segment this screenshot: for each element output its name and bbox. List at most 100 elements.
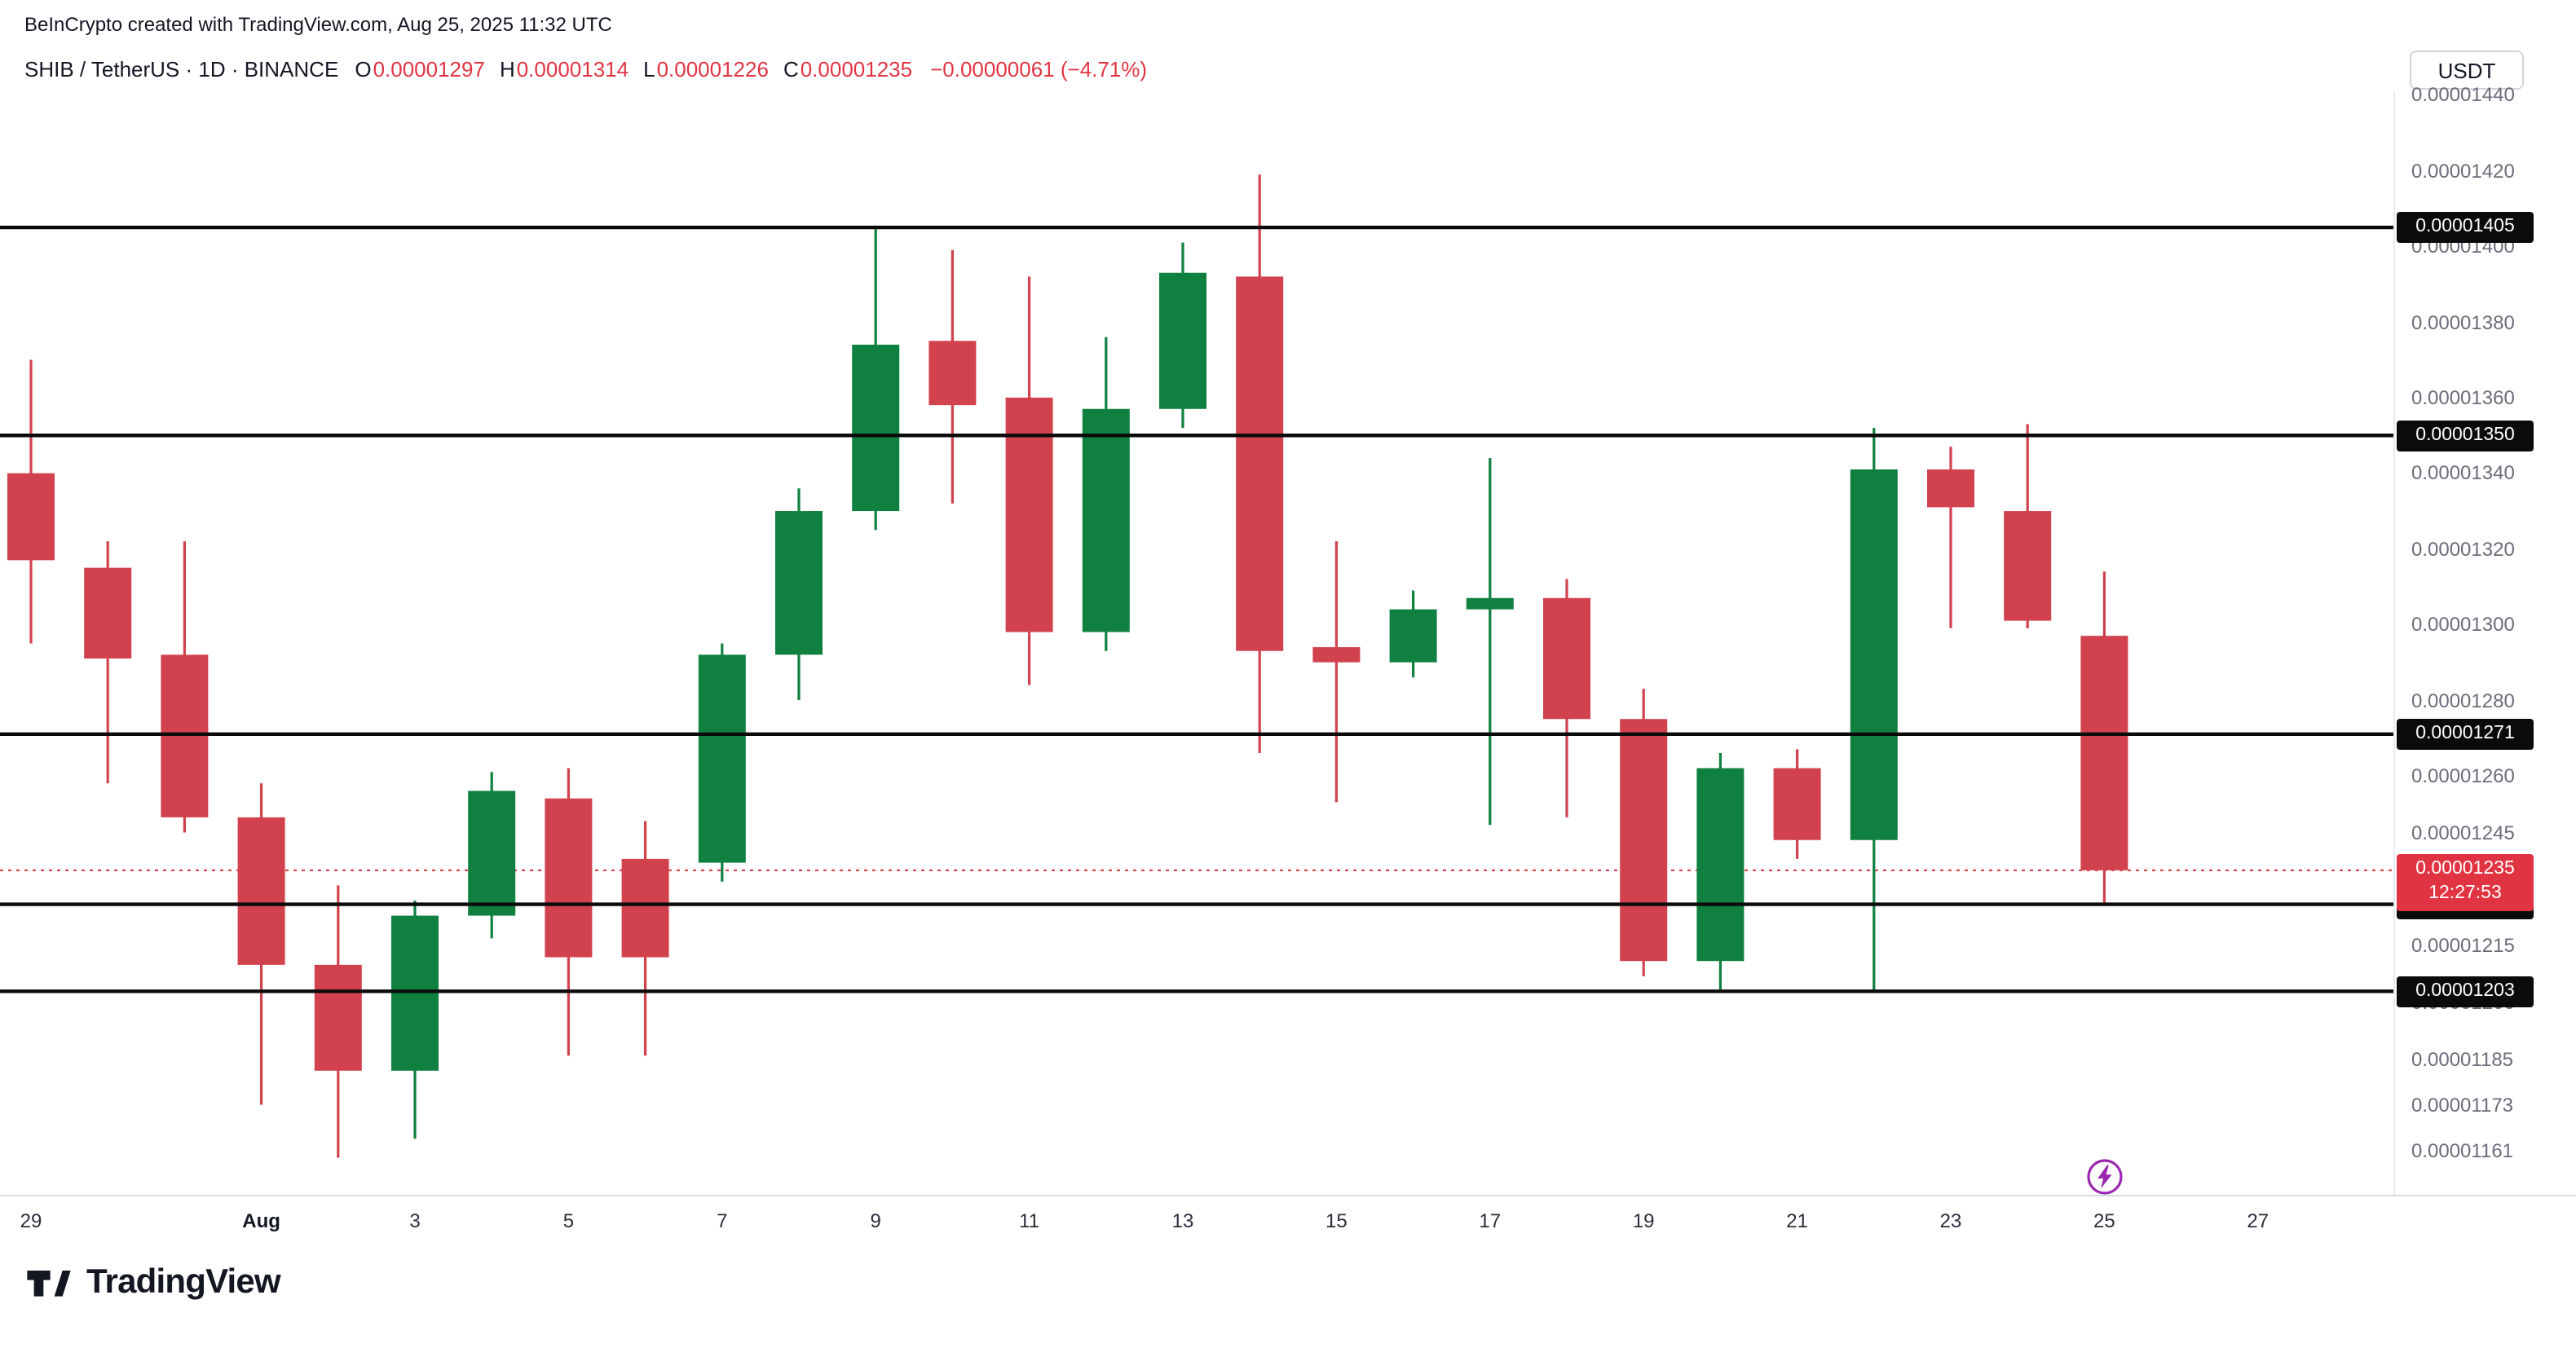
price-axis-label: 0.00001260 bbox=[2411, 764, 2515, 787]
candle-body bbox=[1159, 272, 1206, 409]
candle-body bbox=[1620, 719, 1668, 962]
candle-body bbox=[237, 817, 285, 965]
candle-body bbox=[84, 567, 132, 659]
price-axis-label: 0.00001340 bbox=[2411, 461, 2515, 485]
price-axis-label: 0.00001161 bbox=[2411, 1139, 2514, 1162]
candle-body bbox=[775, 511, 823, 655]
price-axis-label: 0.00001173 bbox=[2411, 1093, 2514, 1117]
attribution-text: BeInCrypto created with TradingView.com,… bbox=[24, 13, 612, 36]
price-axis-label: 0.00001185 bbox=[2411, 1047, 2514, 1071]
candle-body bbox=[1543, 597, 1590, 720]
time-axis-label: 23 bbox=[1939, 1209, 1962, 1232]
candle-aug-2 bbox=[314, 885, 362, 1158]
current-price-badge: 0.00001235 12:27:53 bbox=[2397, 853, 2534, 911]
candle-body bbox=[7, 473, 55, 561]
candle-aug-18 bbox=[1543, 579, 1590, 817]
candle-aug-12 bbox=[1082, 337, 1130, 651]
price-axis-label: 0.00001420 bbox=[2411, 159, 2515, 183]
candle-aug-11 bbox=[1005, 276, 1053, 685]
candle-aug-19 bbox=[1620, 689, 1668, 976]
tradingview-logo-icon bbox=[27, 1271, 71, 1297]
bar-countdown: 12:27:53 bbox=[2428, 883, 2502, 903]
candle-aug-16 bbox=[1389, 590, 1437, 678]
candle-body bbox=[1466, 597, 1514, 610]
flash-icon-graphic bbox=[2086, 1159, 2122, 1195]
candle-body bbox=[852, 344, 900, 512]
candle-body bbox=[314, 964, 362, 1071]
candle-body bbox=[391, 915, 439, 1071]
candle-body bbox=[161, 654, 209, 817]
candle-body bbox=[545, 798, 593, 958]
time-axis-label: 15 bbox=[1325, 1209, 1348, 1232]
time-axis-label: 19 bbox=[1632, 1209, 1655, 1232]
candle-aug-21 bbox=[1773, 749, 1821, 859]
time-axis-label: 25 bbox=[2093, 1209, 2115, 1232]
ohlc-o: O 0.00001297 bbox=[355, 57, 485, 81]
candle-body bbox=[1696, 768, 1745, 962]
candle-aug-20 bbox=[1696, 753, 1745, 992]
candle-aug-9 bbox=[852, 227, 900, 531]
flash-event-icon[interactable] bbox=[2084, 1157, 2124, 1196]
time-axis-label: 11 bbox=[1019, 1209, 1040, 1232]
current-price-value: 0.00001235 bbox=[2415, 858, 2515, 879]
price-axis[interactable]: 0.00001440 0.00001420 0.00001400 0.00001380… bbox=[2393, 84, 2576, 1195]
time-axis-label: 7 bbox=[717, 1209, 728, 1232]
candle-aug-24 bbox=[2004, 424, 2052, 628]
candle-body bbox=[1005, 397, 1053, 632]
candle-body bbox=[698, 654, 746, 863]
price-axis-label: 0.00001320 bbox=[2411, 537, 2515, 561]
candle-body bbox=[1082, 408, 1130, 632]
candle-aug-8 bbox=[775, 488, 823, 701]
price-level-badge: 0.00001203 bbox=[2397, 976, 2534, 1007]
candle-body bbox=[929, 341, 977, 406]
candle-aug-4 bbox=[468, 772, 516, 939]
candle-body bbox=[621, 858, 669, 958]
time-axis-label: 29 bbox=[20, 1209, 42, 1232]
price-level-badge: 0.00001350 bbox=[2397, 420, 2534, 452]
time-axis-label: 21 bbox=[1786, 1209, 1808, 1232]
price-axis-label: 0.00001245 bbox=[2411, 821, 2515, 844]
candlestick-chart[interactable] bbox=[0, 91, 2393, 1195]
candle-jul-29 bbox=[7, 359, 55, 644]
candle-body bbox=[1236, 276, 1284, 651]
candle-aug-10 bbox=[929, 249, 977, 504]
price-axis-label: 0.00001300 bbox=[2411, 613, 2515, 637]
price-axis-label: 0.00001380 bbox=[2411, 311, 2515, 334]
time-axis-label: 17 bbox=[1479, 1209, 1502, 1232]
candle-jul-30 bbox=[84, 541, 132, 784]
price-axis-label: 0.00001280 bbox=[2411, 689, 2515, 712]
candle-aug-22 bbox=[1850, 427, 1898, 992]
ohlc-l: L 0.00001226 bbox=[643, 57, 769, 81]
time-axis-label: 3 bbox=[409, 1209, 421, 1232]
ohlc-values: O 0.00001297 H 0.00001314 L 0.00001226 C 0.0000… bbox=[355, 57, 927, 81]
candle-jul-31 bbox=[161, 541, 209, 833]
tradingview-wordmark: TradingView bbox=[86, 1263, 281, 1301]
price-level-badge: 0.00001405 bbox=[2397, 212, 2534, 244]
price-axis-label: 0.00001215 bbox=[2411, 934, 2515, 958]
time-axis[interactable]: 29 Aug 3 5 7 9 11 13 15 17 19 21 23 25 27 bbox=[0, 1195, 2576, 1250]
candle-aug-25 bbox=[2080, 571, 2128, 905]
price-axis-label: 0.00001440 bbox=[2411, 83, 2515, 107]
price-axis-label: 0.00001360 bbox=[2411, 385, 2515, 409]
time-axis-label: 27 bbox=[2247, 1209, 2269, 1232]
candle-body bbox=[468, 791, 516, 916]
candle-body bbox=[1312, 647, 1361, 663]
time-axis-label: 13 bbox=[1171, 1209, 1194, 1232]
ohlc-c: C 0.00001235 bbox=[783, 57, 913, 81]
candle-body bbox=[1850, 469, 1898, 840]
price-change: −0.00000061 (−4.71%) bbox=[930, 57, 1148, 81]
tradingview-link[interactable]: TradingView bbox=[24, 1262, 281, 1304]
time-axis-label: 9 bbox=[870, 1209, 881, 1232]
ohlc-h: H 0.00001314 bbox=[499, 57, 629, 81]
symbol-legend: SHIB / TetherUS · 1D · BINANCE O 0.000012… bbox=[24, 57, 1147, 81]
candle-aug-1 bbox=[237, 783, 285, 1105]
candle-aug-14 bbox=[1236, 174, 1284, 753]
symbol-title[interactable]: SHIB / TetherUS · 1D · BINANCE bbox=[24, 57, 339, 81]
candle-aug-3 bbox=[391, 900, 439, 1139]
candle-body bbox=[1773, 768, 1821, 840]
currency-toggle-button[interactable]: USDT bbox=[2410, 51, 2524, 90]
candle-body bbox=[2080, 636, 2128, 870]
price-level-badge: 0.00001271 bbox=[2397, 718, 2534, 750]
